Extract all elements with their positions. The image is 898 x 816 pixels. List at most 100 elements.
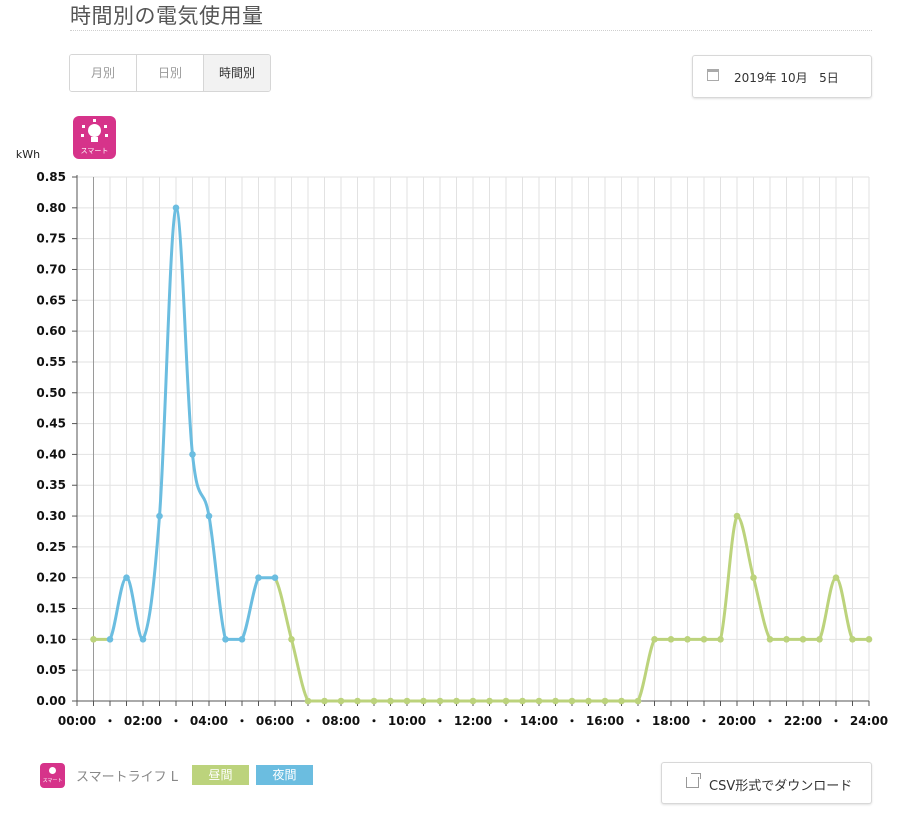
y-tick-label: 0.35 bbox=[36, 478, 66, 492]
data-point-day bbox=[766, 636, 774, 643]
legend-day-badge: 昼間 bbox=[192, 765, 249, 785]
y-tick-label: 0.70 bbox=[36, 262, 66, 276]
csv-download-button[interactable]: CSV形式でダウンロード bbox=[661, 762, 872, 804]
data-point-night bbox=[139, 636, 147, 643]
x-tick-label: 22:00 bbox=[784, 714, 822, 728]
x-minor-tick-label: ・ bbox=[434, 714, 446, 728]
y-tick-label: 0.20 bbox=[36, 571, 66, 585]
y-tick-label: 0.30 bbox=[36, 509, 66, 523]
legend-night-badge: 夜間 bbox=[256, 765, 313, 785]
data-point-day bbox=[733, 512, 741, 520]
x-tick-label: 16:00 bbox=[586, 714, 624, 728]
data-point-day bbox=[799, 636, 807, 643]
data-point-night bbox=[106, 636, 114, 643]
data-point-day bbox=[420, 697, 427, 705]
x-tick-label: 18:00 bbox=[652, 714, 690, 728]
page-title: 時間別の電気使用量 bbox=[70, 4, 264, 28]
y-tick-label: 0.25 bbox=[36, 540, 66, 554]
ray-mark bbox=[104, 125, 107, 128]
x-tick-label: 06:00 bbox=[256, 714, 294, 728]
data-point-night bbox=[222, 636, 229, 643]
y-axis-label: kWh bbox=[16, 148, 40, 161]
data-point-day bbox=[436, 697, 444, 705]
data-point-night bbox=[189, 451, 196, 458]
data-point-night bbox=[238, 636, 246, 643]
data-point-night bbox=[123, 574, 130, 582]
x-tick-label: 02:00 bbox=[124, 714, 162, 728]
ray-mark bbox=[82, 125, 85, 128]
data-point-day bbox=[684, 636, 691, 643]
data-point-day bbox=[667, 636, 675, 643]
series-line-day bbox=[290, 637, 310, 703]
tab-monthly[interactable]: 月別 bbox=[70, 55, 137, 91]
y-tick-label: 0.50 bbox=[36, 386, 66, 400]
data-point-night bbox=[255, 574, 262, 582]
x-minor-tick-label: ・ bbox=[632, 714, 644, 728]
x-minor-tick-label: ・ bbox=[764, 714, 776, 728]
data-point-night bbox=[205, 512, 213, 520]
x-minor-tick-label: ・ bbox=[302, 714, 314, 728]
y-tick-label: 0.45 bbox=[36, 417, 66, 431]
y-tick-label: 0.75 bbox=[36, 232, 66, 246]
data-point-day bbox=[304, 697, 312, 705]
x-tick-label: 00:00 bbox=[58, 714, 96, 728]
data-point-day bbox=[453, 697, 460, 705]
smart-plan-small-icon: スマート bbox=[40, 763, 65, 788]
ray-mark bbox=[105, 134, 108, 137]
y-tick-label: 0.40 bbox=[36, 447, 66, 461]
tab-daily[interactable]: 日別 bbox=[137, 55, 204, 91]
y-tick-label: 0.15 bbox=[36, 602, 66, 616]
series-line-day bbox=[273, 576, 293, 641]
usage-line-chart: 0.00 0.05 0.10 0.15 0.20 0.25 0.30 0.35 0.40 0.45… bbox=[16, 148, 888, 728]
data-point-day bbox=[321, 697, 328, 705]
plan-name: スマートライフ L bbox=[76, 770, 178, 785]
data-point-day bbox=[750, 574, 757, 582]
x-tick-label: 20:00 bbox=[718, 714, 756, 728]
series-line-day bbox=[719, 514, 739, 641]
series-line-night bbox=[141, 514, 161, 641]
y-tick-label: 0.05 bbox=[36, 663, 66, 677]
export-icon bbox=[686, 773, 701, 788]
date-picker[interactable]: 2019年 10月 5日 bbox=[692, 55, 872, 98]
data-point-day bbox=[651, 636, 658, 643]
y-tick-label: 0.85 bbox=[36, 170, 66, 184]
lightbulb-base bbox=[91, 137, 98, 142]
x-minor-tick-label: ・ bbox=[698, 714, 710, 728]
ray-mark bbox=[93, 119, 96, 122]
x-minor-tick-label: ・ bbox=[500, 714, 512, 728]
data-point-day bbox=[865, 636, 873, 643]
series-line-day bbox=[636, 637, 656, 703]
x-tick-label: 14:00 bbox=[520, 714, 558, 728]
series-line-night bbox=[240, 576, 260, 641]
date-value: 2019年 10月 5日 bbox=[734, 71, 839, 85]
data-point-day bbox=[354, 697, 361, 705]
data-point-day bbox=[568, 697, 576, 705]
tab-hourly[interactable]: 時間別 bbox=[204, 55, 270, 91]
y-tick-label: 0.60 bbox=[36, 324, 66, 338]
x-tick-label: 04:00 bbox=[190, 714, 228, 728]
calendar-icon bbox=[707, 69, 719, 81]
x-minor-tick-label: ・ bbox=[104, 714, 116, 728]
data-point-day bbox=[618, 697, 625, 705]
series-line-day bbox=[752, 576, 772, 641]
y-tick-label: 0.00 bbox=[36, 694, 66, 708]
data-point-day bbox=[403, 697, 411, 705]
data-point-day bbox=[519, 697, 526, 705]
data-point-day bbox=[849, 636, 856, 643]
y-tick-label: 0.10 bbox=[36, 632, 66, 646]
data-point-day bbox=[387, 697, 394, 705]
data-point-day bbox=[370, 697, 378, 705]
lightbulb-icon bbox=[88, 124, 101, 137]
data-point-day bbox=[832, 574, 840, 582]
x-tick-label: 12:00 bbox=[454, 714, 492, 728]
y-tick-label: 0.55 bbox=[36, 355, 66, 369]
y-tick-label: 0.65 bbox=[36, 293, 66, 307]
smart-plan-icon: スマート bbox=[73, 116, 116, 159]
data-point-day bbox=[337, 697, 345, 705]
period-tabs: 月別 日別 時間別 bbox=[69, 54, 271, 92]
data-point-day bbox=[90, 636, 97, 643]
data-point-day bbox=[700, 636, 708, 643]
data-point-day bbox=[634, 697, 642, 705]
data-point-night bbox=[271, 574, 279, 582]
series-line-night bbox=[191, 452, 211, 518]
